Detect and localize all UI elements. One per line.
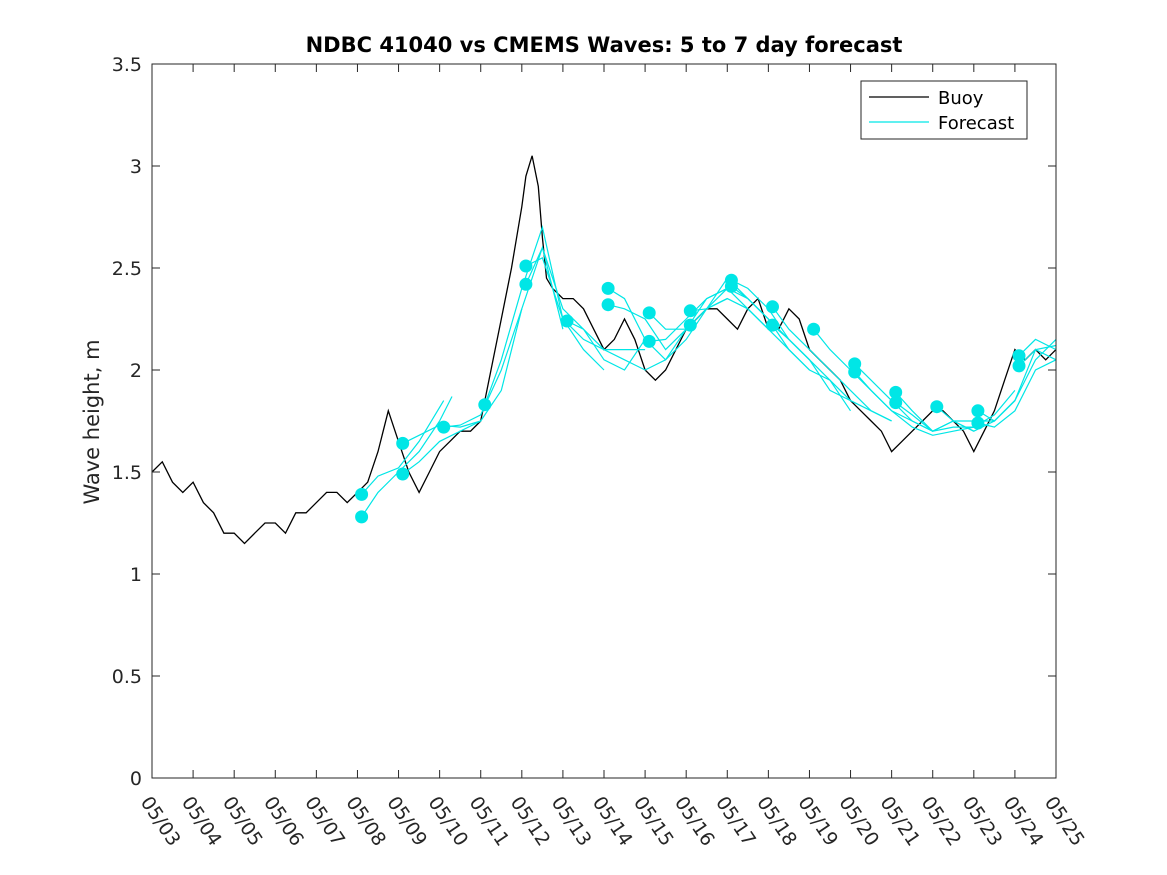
y-tick-label: 2.5 <box>112 258 142 280</box>
y-tick-label: 3 <box>130 156 142 178</box>
forecast-line <box>813 328 933 432</box>
forecast-line <box>361 396 453 518</box>
forecast-line <box>690 287 810 361</box>
forecast-line <box>566 320 687 371</box>
forecast-start-marker <box>1012 349 1026 363</box>
forecast-line <box>936 338 1057 432</box>
x-tick-label: 05/11 <box>465 792 514 850</box>
forecast-line <box>648 277 769 330</box>
forecast-start-marker <box>889 385 903 399</box>
x-tick-label: 05/23 <box>958 792 1007 850</box>
x-tick-label: 05/24 <box>999 792 1048 850</box>
x-tick-label: 05/20 <box>834 792 883 850</box>
x-tick-label: 05/22 <box>917 792 966 850</box>
legend-box <box>860 80 1028 140</box>
forecast-start-marker <box>807 322 821 336</box>
forecast-start-marker <box>355 487 369 501</box>
forecast-start-marker <box>601 298 615 312</box>
forecast-start-marker <box>642 306 656 320</box>
x-tick-label: 05/10 <box>423 792 472 850</box>
legend: Buoy Forecast <box>860 80 1028 140</box>
forecast-start-marker <box>396 436 410 450</box>
legend-forecast-label: Forecast <box>938 113 1014 134</box>
y-tick-label: 1 <box>130 564 142 586</box>
forecast-line <box>772 306 892 422</box>
chart-title: NDBC 41040 vs CMEMS Waves: 5 to 7 day fo… <box>306 33 903 57</box>
forecast-line <box>772 324 892 422</box>
forecast-start-marker <box>1012 359 1026 373</box>
forecast-start-marker <box>930 400 944 414</box>
forecast-line <box>649 287 769 342</box>
legend-buoy-label: Buoy <box>938 88 984 109</box>
forecast-start-marker <box>971 404 985 418</box>
y-tick-label: 0 <box>130 768 142 790</box>
forecast-start-marker <box>560 314 574 328</box>
forecast-start-marker <box>519 277 533 291</box>
y-tick-label: 0.5 <box>112 666 142 688</box>
x-tick-label: 05/14 <box>588 792 637 850</box>
forecast-line <box>525 256 646 351</box>
x-tick-label: 05/25 <box>1040 792 1089 850</box>
forecast-start-marker <box>478 398 492 412</box>
forecast-start-marker <box>683 318 697 332</box>
x-tick-label: 05/17 <box>711 792 760 850</box>
forecast-series <box>355 224 1057 524</box>
buoy-line <box>151 155 1057 545</box>
x-tick-label: 05/15 <box>629 792 678 850</box>
forecast-start-marker <box>642 334 656 348</box>
y-tick-label: 3.5 <box>112 54 142 76</box>
forecast-line <box>361 400 445 495</box>
forecast-start-marker <box>766 318 779 332</box>
x-tick-label: 05/09 <box>382 792 431 850</box>
x-tick-label: 05/21 <box>875 792 924 850</box>
forecast-start-marker <box>601 281 615 295</box>
forecast-start-marker <box>519 259 533 273</box>
x-tick-label: 05/06 <box>259 792 308 850</box>
x-tick-label: 05/03 <box>136 792 185 850</box>
forecast-start-marker <box>683 304 697 318</box>
y-axis-label: Wave height, m <box>80 339 104 504</box>
buoy-series <box>151 155 1057 545</box>
x-tick-label: 05/18 <box>752 792 801 850</box>
forecast-line <box>1018 338 1057 357</box>
forecast-start-marker <box>848 365 862 379</box>
forecast-start-marker <box>355 510 369 524</box>
x-tick-label: 05/04 <box>177 792 226 850</box>
x-tick-label: 05/05 <box>218 792 267 850</box>
forecast-start-marker <box>437 420 451 434</box>
x-tick-label: 05/16 <box>670 792 719 850</box>
forecast-line <box>402 308 523 475</box>
forecast-line <box>1018 348 1057 367</box>
forecast-line <box>854 371 974 436</box>
forecast-line <box>443 245 564 428</box>
forecast-line <box>895 390 1016 432</box>
x-tick-label: 05/13 <box>547 792 596 850</box>
axes: 00.511.522.533.505/0305/0405/0505/0605/0… <box>112 54 1089 850</box>
x-tick-label: 05/19 <box>793 792 842 850</box>
forecast-line <box>484 224 605 405</box>
forecast-start-marker <box>396 467 410 481</box>
forecast-line <box>977 359 1057 428</box>
forecast-line <box>977 344 1057 422</box>
forecast-start-marker <box>766 300 779 314</box>
y-tick-label: 2 <box>130 360 142 382</box>
x-tick-label: 05/12 <box>506 792 555 850</box>
y-tick-label: 1.5 <box>112 462 142 484</box>
x-tick-label: 05/07 <box>300 792 349 850</box>
x-tick-label: 05/08 <box>341 792 390 850</box>
forecast-start-marker <box>724 279 738 293</box>
forecast-start-marker <box>971 416 985 430</box>
forecast-start-marker <box>889 396 903 410</box>
